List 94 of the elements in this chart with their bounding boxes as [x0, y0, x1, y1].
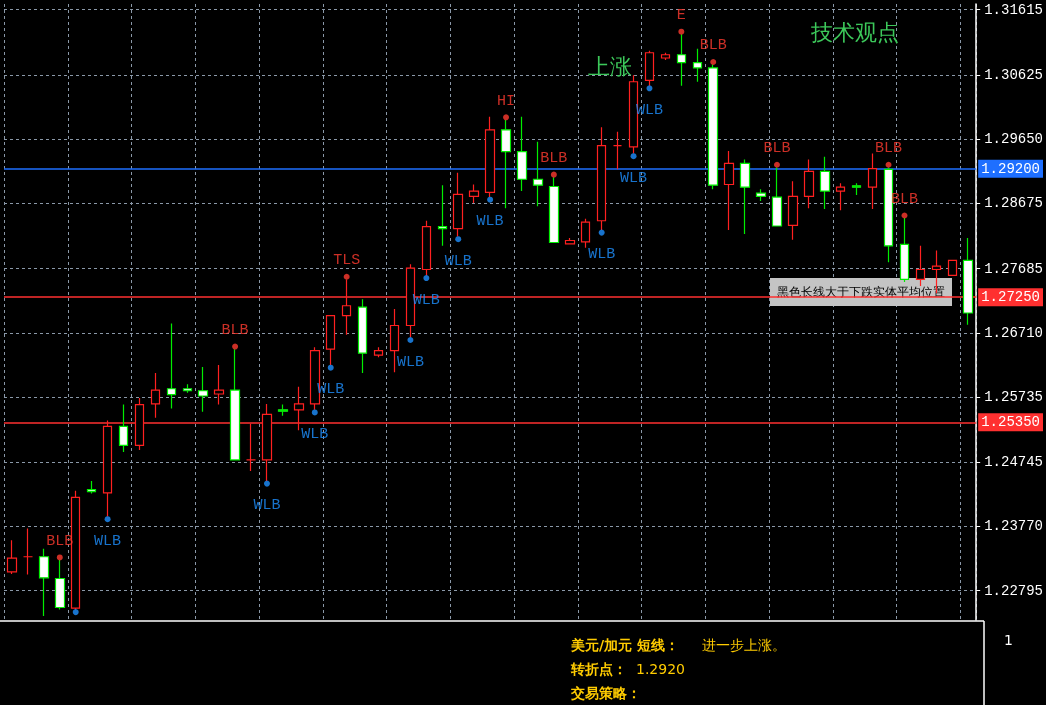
text: 进一步上涨。 [702, 637, 786, 653]
y-tick-label: 1.31615 [984, 1, 1043, 18]
candlestick [739, 158, 751, 235]
candlestick [38, 548, 50, 617]
candlestick [723, 150, 735, 231]
text: 技术观点 [810, 19, 899, 45]
data-label: BLB [875, 140, 903, 158]
candlestick [819, 156, 831, 210]
candlestick [86, 480, 97, 495]
data-label: WLB [620, 169, 648, 187]
data-label: TLS [333, 252, 361, 270]
point [487, 196, 494, 203]
y-tick-label: 1.26710 [984, 324, 1043, 341]
point [503, 114, 510, 121]
candlestick [437, 184, 448, 247]
y-tick-label: 1.27685 [984, 260, 1043, 277]
data-label: BLB [540, 150, 568, 168]
ref-line-label: 1.27250 [981, 289, 1040, 306]
point [455, 236, 462, 243]
candlestick [357, 298, 368, 374]
candlestick [851, 182, 862, 196]
candlestick [580, 218, 591, 249]
y-tick-label: 1.24745 [984, 454, 1043, 471]
candlestick [947, 259, 958, 277]
point [773, 161, 780, 168]
data-label: BLB [699, 37, 727, 55]
candlestick [118, 403, 129, 453]
data-label: BLB [763, 140, 791, 158]
candlestick [962, 237, 974, 326]
point [104, 516, 111, 523]
point [407, 337, 414, 343]
candlestick [564, 237, 576, 245]
text: 交易策略： [570, 685, 641, 701]
text: 1 [1004, 632, 1013, 648]
candlestick [516, 116, 528, 192]
candlestick [22, 527, 34, 576]
candlestick [6, 539, 18, 575]
candlestick [867, 152, 878, 210]
candlestick [182, 383, 193, 394]
ref-line-label: 1.25350 [981, 414, 1040, 431]
candlestick [660, 52, 671, 61]
point [343, 273, 350, 280]
candlestick [245, 423, 257, 472]
candlestick [803, 158, 815, 209]
y-tick-label: 1.23770 [984, 518, 1043, 535]
candlestick [787, 180, 799, 241]
data-label: WLB [253, 497, 281, 515]
point [72, 609, 79, 616]
ref-line-label: 1.29200 [981, 160, 1040, 177]
candlestick [707, 64, 719, 190]
y-tick-label: 1.22795 [984, 582, 1043, 599]
point [56, 554, 63, 561]
text: 转折点： [570, 661, 627, 677]
candlestick [468, 183, 480, 204]
candlestick [915, 245, 926, 287]
point [630, 153, 637, 160]
candlestick [373, 346, 384, 358]
point [678, 28, 685, 35]
text: 上涨 [588, 53, 632, 79]
candlestick [692, 48, 703, 83]
candlestick [134, 397, 145, 451]
point [710, 58, 717, 65]
candlestick [277, 403, 289, 417]
point [901, 212, 908, 219]
point [598, 229, 605, 236]
data-label: WLB [476, 213, 504, 231]
data-label: WLB [588, 246, 616, 264]
data-label: WLB [301, 425, 329, 443]
data-label: WLB [444, 252, 472, 270]
point [550, 171, 557, 178]
point [232, 343, 239, 350]
candlestick [755, 188, 767, 202]
point [311, 409, 318, 416]
y-tick-label: 1.29650 [984, 131, 1043, 148]
candlestick [612, 131, 623, 170]
y-tick-label: 1.30625 [984, 66, 1043, 83]
y-tick-label: 1.28675 [984, 195, 1043, 212]
data-label: WLB [94, 532, 122, 550]
point [885, 161, 892, 168]
candlestick [213, 364, 225, 406]
data-label: HI [497, 92, 516, 110]
candlestick [166, 322, 177, 410]
candlestick [835, 182, 846, 211]
candlestick [197, 366, 209, 413]
text: 美元/加元 短线： [570, 637, 679, 653]
point [263, 480, 270, 487]
text: 1.2920 [636, 661, 685, 677]
y-tick-label: 1.25735 [984, 388, 1043, 405]
data-label: E [676, 7, 686, 25]
data-label: WLB [396, 353, 424, 371]
point [423, 275, 430, 282]
point [327, 364, 334, 371]
data-label: BLB [221, 322, 249, 340]
candlestick [150, 372, 161, 419]
